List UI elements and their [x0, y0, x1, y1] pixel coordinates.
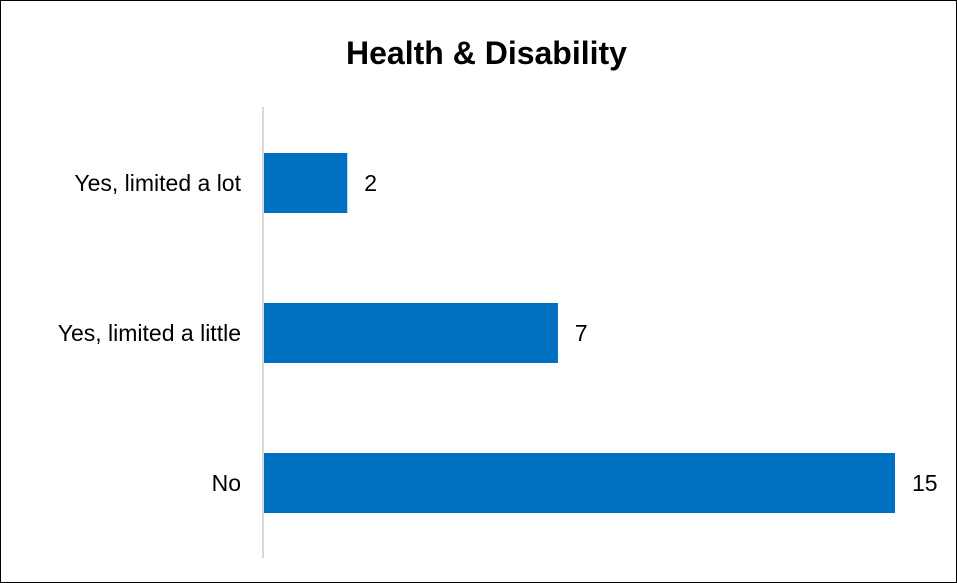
bar-0: [264, 153, 348, 213]
bars-layer: [264, 153, 895, 513]
bar-2: [264, 453, 895, 513]
value-label-2: 15: [912, 470, 938, 496]
category-label-1: Yes, limited a little: [58, 320, 241, 346]
value-label-0: 2: [364, 170, 377, 196]
labels-layer: Yes, limited a lot 2 Yes, limited a little…: [58, 170, 938, 496]
bar-1: [264, 303, 558, 363]
value-label-1: 7: [575, 320, 588, 346]
category-label-2: No: [212, 470, 241, 496]
chart-title: Health & Disability: [346, 35, 627, 71]
category-label-0: Yes, limited a lot: [74, 170, 241, 196]
